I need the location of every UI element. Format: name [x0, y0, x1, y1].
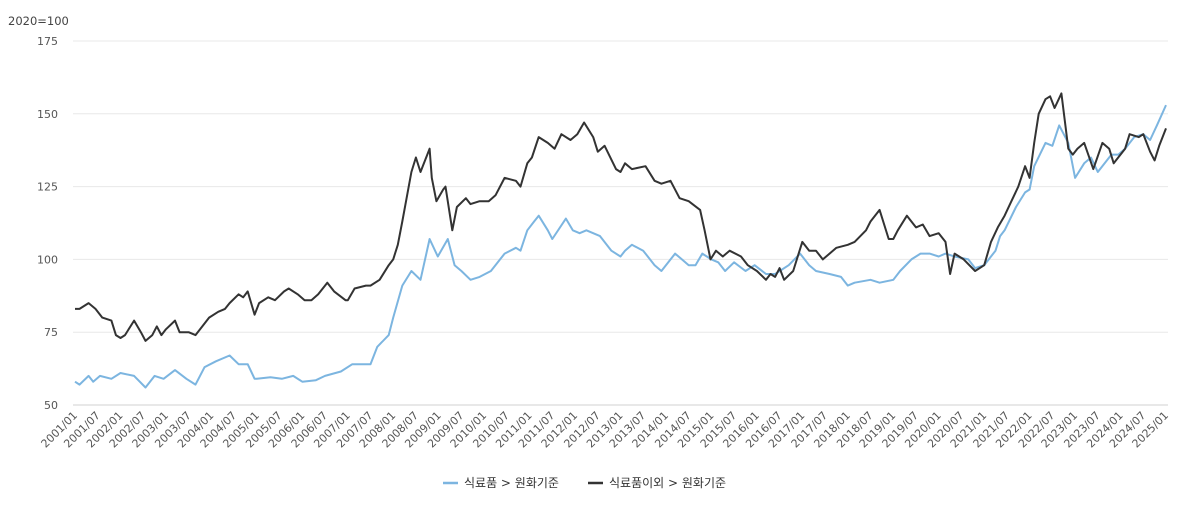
y-tick-label: 50	[44, 399, 58, 412]
series-line-non-food[interactable]	[75, 92, 1167, 342]
gridlines	[73, 40, 1168, 406]
y-tick-label: 100	[37, 253, 58, 266]
legend-label-non-food[interactable]: 식료품이외 > 원화기준	[609, 476, 726, 490]
y-tick-label: 125	[37, 181, 58, 194]
legend: 식료품 > 원화기준 식료품이외 > 원화기준	[443, 476, 726, 490]
y-tick-label: 75	[44, 326, 58, 339]
series-lines	[74, 92, 1167, 389]
unit-label: 2020=100	[8, 14, 69, 28]
x-axis-ticks: 2001/012001/072002/012002/072003/012003/…	[39, 409, 1172, 451]
series-line-food[interactable]	[74, 104, 1167, 389]
y-tick-label: 150	[37, 108, 58, 121]
legend-label-food[interactable]: 식료품 > 원화기준	[464, 476, 559, 490]
y-axis-ticks: 50 75 100 125 150 175	[37, 35, 58, 412]
y-tick-label: 175	[37, 35, 58, 48]
